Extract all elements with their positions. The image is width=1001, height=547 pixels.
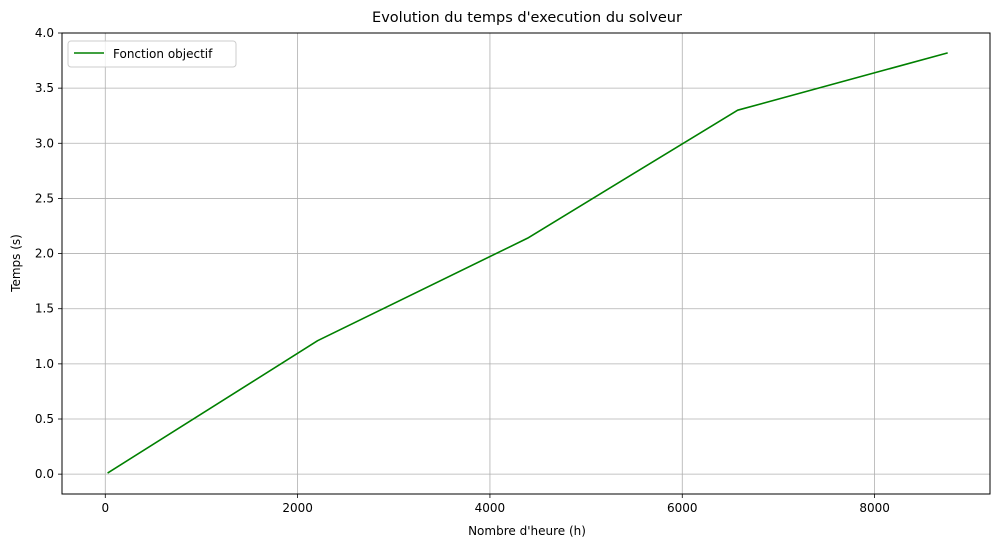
y-axis-ticks: 0.0 0.5 1.0 1.5 2.0 2.5 3.0 3.5 4.0 [35,26,62,481]
y-tick-label: 2.0 [35,247,54,261]
chart-title: Evolution du temps d'execution du solveu… [372,10,682,26]
data-point [527,237,529,239]
y-tick-label: 2.5 [35,191,54,205]
data-point [317,340,319,342]
x-axis-label: Nombre d'heure (h) [468,524,586,538]
y-tick-label: 3.0 [35,136,54,150]
y-tick-label: 3.5 [35,81,54,95]
x-tick-label: 8000 [859,501,890,515]
x-tick-label: 4000 [475,501,506,515]
y-tick-label: 4.0 [35,26,54,40]
series-layer [107,52,949,474]
legend-box [67,40,237,68]
legend: Fonction objectif [67,40,237,68]
plot-frame [61,32,991,495]
y-tick-label: 1.5 [35,302,54,316]
y-tick-label: 0.0 [35,467,54,481]
grid [62,32,990,494]
data-point [737,109,739,111]
y-tick-label: 1.0 [35,357,54,371]
y-axis-label: Temps (s) [9,234,23,293]
data-point [947,52,949,54]
x-tick-label: 2000 [282,501,313,515]
legend-label-fonction-objectif: Fonction objectif [113,47,213,61]
series-line-fonction-objectif [107,52,948,474]
x-axis-ticks: 0 2000 4000 6000 8000 [101,494,890,515]
x-tick-label: 0 [101,501,109,515]
x-tick-label: 6000 [667,501,698,515]
y-tick-label: 0.5 [35,412,54,426]
data-point [107,472,109,474]
